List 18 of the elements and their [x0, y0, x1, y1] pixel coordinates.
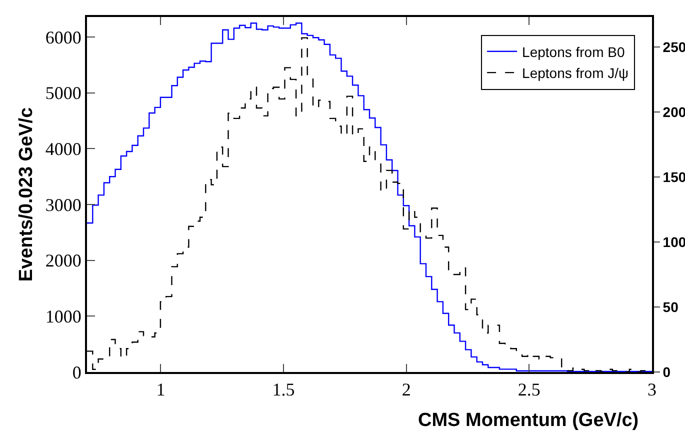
- y2-tick-label: 50: [662, 298, 679, 315]
- y-tick-label: 0: [72, 362, 82, 382]
- y-tick-label: 1000: [45, 306, 82, 326]
- x-tick-label: 2: [402, 380, 411, 400]
- legend-label: Leptons from J/ψ: [522, 65, 629, 82]
- y-axis-title: Events/0.023 GeV/c: [16, 106, 37, 282]
- x-tick-label: 1: [156, 380, 166, 400]
- y-tick-label: 6000: [45, 27, 82, 48]
- y-tick-label: 4000: [45, 139, 82, 160]
- y-tick-label: 5000: [45, 83, 82, 104]
- x-tick-label: 2.5: [518, 380, 540, 400]
- y2-tick-label: 0: [662, 364, 671, 380]
- y-tick-label: 2000: [45, 250, 82, 271]
- legend-label: Leptons from B0: [522, 44, 625, 60]
- y-tick-label: 3000: [45, 194, 82, 215]
- x-tick-label: 1.5: [272, 380, 295, 400]
- x-tick-label: 3: [648, 380, 656, 400]
- x-axis-title: CMS Momentum (GeV/c): [418, 410, 639, 431]
